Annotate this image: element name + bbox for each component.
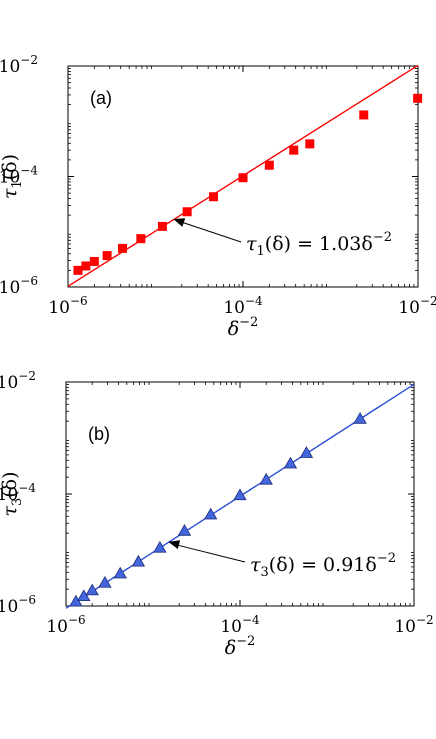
y-axis-label: τ3(δ) bbox=[0, 471, 25, 516]
data-point bbox=[353, 412, 367, 424]
y-axis-label: τ1(δ) bbox=[0, 154, 25, 199]
panel-label: (a) bbox=[90, 88, 112, 108]
data-point bbox=[98, 575, 112, 588]
data-point bbox=[157, 221, 167, 231]
data-point bbox=[289, 145, 299, 155]
data-point bbox=[131, 554, 146, 567]
data-point bbox=[182, 207, 192, 217]
data-point bbox=[136, 234, 146, 244]
data-point bbox=[203, 507, 218, 520]
data-point bbox=[177, 524, 192, 536]
data-point bbox=[102, 251, 112, 261]
x-tick-label: 10−4 bbox=[223, 294, 263, 318]
data-point bbox=[283, 456, 298, 469]
y-tick-label: 10−4 bbox=[0, 164, 38, 188]
data-point bbox=[77, 589, 91, 602]
y-tick-label: 10−6 bbox=[0, 593, 36, 617]
data-point bbox=[359, 110, 369, 120]
annotation-arrow-head bbox=[168, 540, 181, 549]
data-point bbox=[208, 192, 218, 202]
fit-equation: τ3(δ) = 0.91δ−2 bbox=[250, 551, 396, 580]
x-tick-label: 10−4 bbox=[220, 613, 260, 637]
data-point bbox=[413, 93, 423, 103]
y-tick-label: 10−6 bbox=[0, 274, 38, 298]
x-tick-label: 10−6 bbox=[48, 294, 87, 318]
data-point bbox=[73, 265, 83, 275]
y-tick-label: 10−2 bbox=[0, 369, 36, 393]
x-tick-label: 10−2 bbox=[394, 613, 433, 637]
data-point bbox=[259, 472, 273, 485]
panel-a: 10−6 10−4 10−2 10−6 10−4 10−2 (a) τ1(δ) = 1.03δ… bbox=[0, 53, 436, 340]
data-point bbox=[238, 173, 248, 183]
panel-label: (b) bbox=[88, 424, 110, 444]
y-tick-label: 10−2 bbox=[0, 53, 38, 77]
fit-equation: τ1(δ) = 1.03δ−2 bbox=[246, 230, 392, 259]
panel-b: 10−6 10−4 10−2 10−6 10−4 10−2 (b) τ3(δ) = 0.91δ… bbox=[0, 369, 434, 659]
data-point bbox=[305, 139, 315, 149]
x-axis-label: δ−2 bbox=[228, 315, 259, 340]
data-point bbox=[153, 540, 167, 553]
data-point bbox=[113, 566, 127, 579]
x-tick-label: 10−6 bbox=[46, 613, 85, 637]
data-point bbox=[233, 488, 247, 501]
data-point bbox=[81, 261, 91, 271]
x-axis-label: δ−2 bbox=[225, 634, 256, 659]
annotation-arrow-shaft bbox=[181, 221, 242, 243]
y-tick-label: 10−4 bbox=[0, 481, 36, 505]
x-tick-label: 10−2 bbox=[398, 294, 436, 318]
annotation-arrow-head bbox=[173, 218, 186, 227]
data-point bbox=[299, 446, 314, 458]
annotation-arrow-shaft bbox=[176, 544, 246, 563]
data-point bbox=[85, 583, 99, 596]
data-point bbox=[118, 243, 128, 253]
data-point bbox=[89, 256, 99, 266]
data-point bbox=[264, 160, 274, 170]
